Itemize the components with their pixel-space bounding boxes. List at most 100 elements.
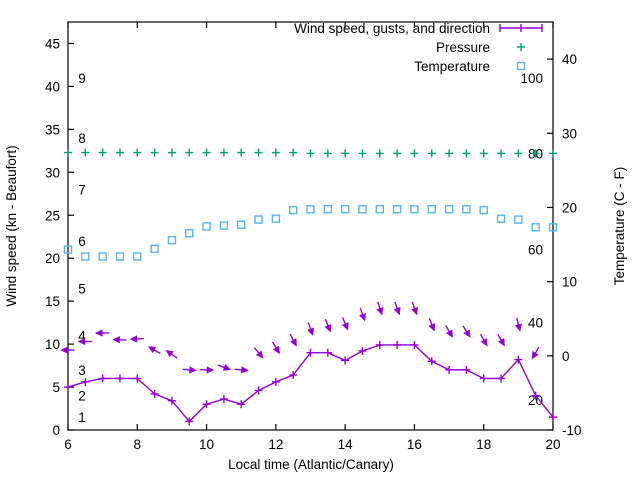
gust-arrow	[359, 307, 366, 322]
temperature-marker	[288, 205, 298, 215]
wind-speed-marker	[115, 374, 124, 383]
x-tick-label: 8	[134, 437, 142, 452]
wind-speed-marker	[427, 357, 436, 366]
wind-speed-marker	[133, 374, 142, 383]
temperature-marker	[237, 220, 246, 229]
pressure-marker	[133, 148, 142, 157]
pressure-marker	[549, 149, 557, 158]
gust-arrow	[497, 333, 505, 347]
fahrenheit-scale-labels: 20406080100	[520, 71, 543, 408]
y2-tick-label: 30	[562, 126, 577, 141]
beaufort-label: 1	[78, 410, 86, 425]
gust-arrow	[217, 363, 232, 371]
wind-speed-marker	[445, 365, 454, 374]
y-axis-title: Wind speed (kn - Beaufort)	[4, 145, 19, 306]
fahrenheit-label: 100	[520, 71, 543, 86]
gust-arrow	[129, 335, 144, 343]
x-axis-ticks: 6 8 10 12 14 16 18 20	[64, 22, 561, 452]
pressure-marker	[323, 149, 332, 158]
wind-speed-marker	[341, 356, 350, 365]
temperature-marker	[81, 252, 90, 261]
gust-direction-arrows	[60, 301, 540, 374]
pressure-marker	[219, 148, 228, 157]
y-tick-label: 5	[52, 380, 60, 395]
wind-speed-marker	[549, 413, 557, 422]
y2-tick-label: 10	[562, 275, 577, 290]
y-axis-ticks: 0 5 10 15 20 25 30 35 40 45	[45, 36, 74, 438]
temperature-marker	[340, 205, 350, 214]
beaufort-label: 5	[78, 281, 86, 296]
x-tick-label: 18	[476, 437, 491, 452]
gust-arrow	[289, 333, 297, 347]
pressure-marker	[289, 148, 298, 157]
pressure-marker	[358, 149, 367, 158]
wind-speed-marker	[514, 355, 523, 364]
wind-speed-marker	[254, 386, 263, 395]
wind-speed-marker	[185, 417, 194, 426]
temperature-marker	[98, 252, 107, 261]
pressure-marker	[445, 149, 454, 158]
gust-arrow	[393, 301, 401, 316]
gust-arrow	[77, 337, 92, 346]
gust-arrow	[341, 317, 349, 331]
legend-marker	[516, 61, 526, 71]
wind-speed-marker	[150, 389, 159, 398]
temperature-marker	[427, 205, 436, 214]
y-tick-label: 25	[45, 208, 60, 223]
pressure-marker	[185, 148, 194, 157]
temperature-marker	[254, 215, 263, 224]
beaufort-label: 6	[78, 234, 86, 249]
temperature-marker	[462, 205, 471, 214]
beaufort-label: 8	[78, 131, 86, 146]
temperature-marker	[63, 245, 73, 254]
legend-marker	[517, 43, 525, 51]
pressure-marker	[514, 149, 523, 158]
gust-arrow	[531, 346, 540, 360]
pressure-marker	[410, 149, 419, 158]
pressure-marker	[427, 149, 436, 158]
wind-speed-marker	[497, 374, 506, 383]
temperature-series	[63, 205, 558, 261]
gust-arrow	[147, 346, 161, 354]
beaufort-scale-labels: 1 2 3 4 5 6 7 8 9	[78, 71, 86, 425]
wind-speed-marker	[219, 395, 228, 404]
wind-speed-marker	[237, 400, 246, 409]
x-tick-label: 14	[338, 437, 354, 452]
pressure-marker	[393, 149, 402, 158]
x-tick-label: 20	[545, 437, 560, 452]
wind-speed-marker	[393, 340, 402, 349]
gust-arrow	[307, 322, 314, 336]
pressure-marker	[115, 148, 124, 157]
gust-arrow	[271, 341, 280, 355]
temperature-marker	[323, 205, 333, 214]
legend-label: Temperature	[414, 59, 490, 74]
y-tick-label: 35	[45, 122, 60, 137]
temperature-marker	[167, 235, 177, 245]
pressure-series	[64, 148, 557, 158]
temperature-marker	[150, 244, 159, 253]
plot-frame	[67, 21, 554, 431]
beaufort-label: 4	[78, 329, 86, 344]
pressure-marker	[375, 149, 384, 158]
x-tick-label: 16	[407, 437, 422, 452]
pressure-marker	[98, 148, 107, 157]
pressure-marker	[81, 148, 90, 157]
temperature-marker	[271, 214, 281, 223]
beaufort-label: 2	[78, 389, 86, 404]
y2-tick-label: 0	[562, 349, 570, 364]
y-tick-label: 0	[52, 423, 60, 438]
y2-tick-label: 40	[562, 52, 577, 67]
wind-speed-marker	[271, 377, 280, 386]
gust-arrow	[165, 350, 178, 359]
pressure-marker	[150, 148, 159, 157]
wind-speed-marker	[81, 377, 90, 386]
beaufort-label: 3	[78, 363, 86, 378]
temperature-marker	[202, 222, 211, 231]
wind-speed-marker	[98, 374, 107, 383]
y-tick-label: 15	[45, 294, 60, 309]
gust-arrow	[60, 346, 75, 354]
temperature-marker	[115, 252, 125, 261]
legend-label: Pressure	[436, 40, 490, 55]
